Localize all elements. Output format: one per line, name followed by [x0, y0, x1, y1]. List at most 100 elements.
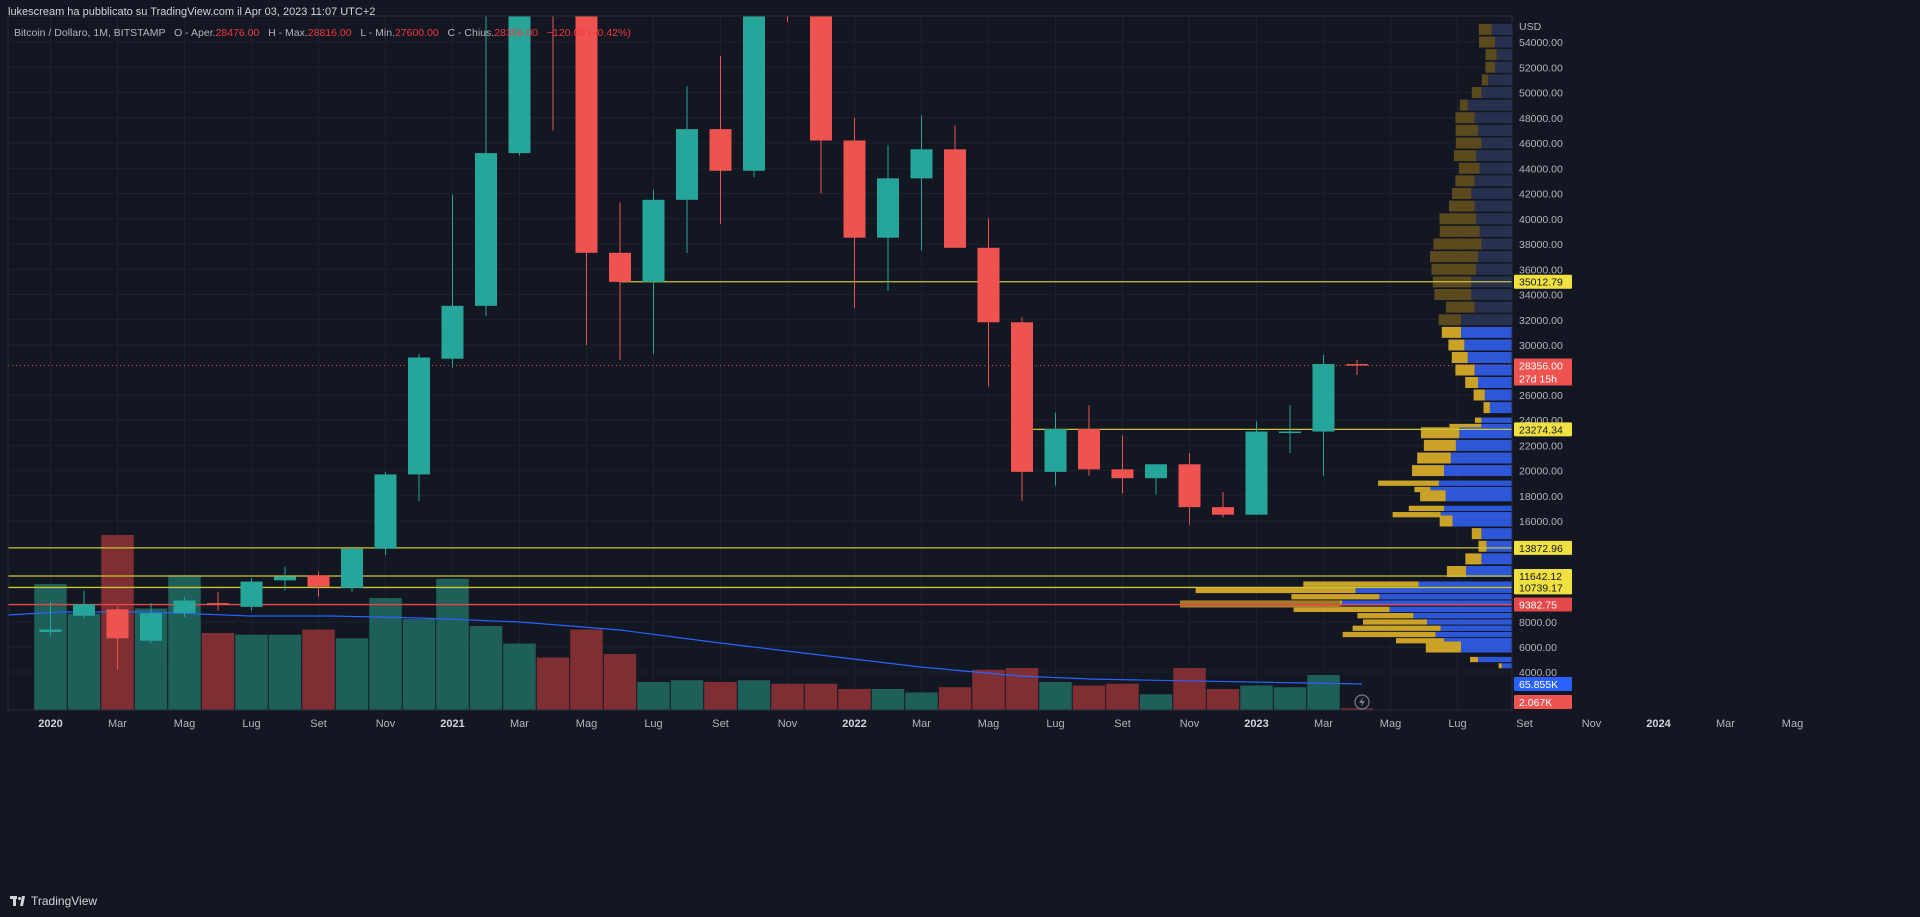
- candle: [1178, 452, 1201, 525]
- price-axis-tick: 6000.00: [1519, 642, 1557, 654]
- countdown-tag-bg: [1514, 371, 1572, 386]
- volume-profile-up: [1501, 663, 1512, 669]
- candle: [609, 202, 631, 360]
- volume-profile-down: [1451, 352, 1468, 363]
- time-axis-tick: Mar: [1716, 718, 1735, 730]
- volume-profile-down: [1434, 289, 1472, 300]
- volume-profile-down: [1441, 326, 1461, 338]
- time-axis-tick: Mag: [174, 718, 195, 730]
- candle-body: [1312, 364, 1335, 432]
- volume-profile-up: [1440, 625, 1512, 631]
- volume-profile-up: [1355, 587, 1512, 594]
- time-axis-tick: 2024: [1646, 718, 1671, 730]
- candle: [374, 471, 397, 556]
- volume-profile-up: [1455, 439, 1512, 451]
- volume-ma-line: [7, 611, 1363, 685]
- volume-bar: [905, 692, 938, 710]
- price-axis-currency: USD: [1519, 21, 1542, 33]
- candle-body: [307, 575, 330, 587]
- volume-profile-up: [1445, 490, 1512, 502]
- candle: [1078, 405, 1100, 476]
- last-price-tag: 28356.00: [1514, 358, 1572, 373]
- volume-profile-up: [1481, 553, 1512, 565]
- price-axis-tick: 34000.00: [1519, 290, 1563, 302]
- price-axis-tick: 50000.00: [1519, 88, 1563, 100]
- volume-profile-down: [1303, 581, 1419, 587]
- volume-tag: 2.067K: [1514, 695, 1572, 709]
- time-axis-tick: Nov: [1582, 718, 1602, 730]
- volume-bar: [704, 682, 737, 710]
- candle-body: [1111, 469, 1134, 479]
- candle-body: [777, 0, 799, 4]
- volume-profile-up: [1389, 606, 1512, 613]
- time-axis-tick: Nov: [1180, 718, 1200, 730]
- volume-tag-text: 2.067K: [1519, 697, 1552, 709]
- volume-profile-up: [1481, 87, 1512, 98]
- legend-symbol: Bitcoin / Dollaro, 1M, BITSTAMP: [14, 27, 166, 39]
- price-level-tag: 11642.12: [1514, 569, 1572, 584]
- volume-profile-down: [1483, 402, 1490, 414]
- price-level-tag: 23274.34: [1514, 422, 1572, 437]
- price-axis-tick: 30000.00: [1519, 340, 1563, 352]
- time-axis-tick: Nov: [778, 718, 798, 730]
- candle: [1212, 492, 1234, 518]
- volume-bar: [737, 680, 771, 710]
- lightning-icon: [1354, 694, 1370, 710]
- volume-profile-down: [1445, 301, 1475, 313]
- volume-bar: [168, 575, 201, 710]
- time-axis-tick: 2022: [842, 718, 866, 730]
- volume-profile-down: [1458, 162, 1480, 174]
- volume-bar: [268, 634, 302, 710]
- time-axis-tick: Mag: [1782, 718, 1803, 730]
- volume-profile-up: [1461, 314, 1512, 326]
- time-axis-tick: Mag: [978, 718, 999, 730]
- legend-close-label: C - Chius.: [447, 27, 495, 39]
- volume-profile-up: [1478, 377, 1512, 388]
- volume-profile-down: [1455, 112, 1475, 124]
- tradingview-brand[interactable]: TradingView: [10, 894, 97, 908]
- time-axis-tick: Lug: [1046, 718, 1064, 730]
- candle: [676, 86, 698, 253]
- volume-bar: [1139, 694, 1173, 710]
- volume-profile-up: [1496, 49, 1512, 61]
- volume-profile-down: [1475, 417, 1482, 423]
- volume-profile-down: [1448, 339, 1465, 351]
- volume-profile-up: [1430, 486, 1512, 493]
- candle: [709, 55, 732, 224]
- candle-body: [977, 247, 1000, 323]
- volume-profile-up: [1440, 512, 1512, 518]
- price-level-tag-bg: [1514, 580, 1572, 595]
- volume-profile-down: [1352, 625, 1441, 631]
- volume-ma-tag-bg: [1514, 677, 1572, 691]
- legend-low-label: L - Min.: [360, 27, 395, 39]
- candle: [274, 566, 296, 591]
- volume-profile-down: [1478, 540, 1487, 552]
- candle: [408, 353, 430, 501]
- legend-open-label: O - Aper.: [174, 27, 216, 39]
- candle: [140, 603, 162, 644]
- time-axis-panel: [0, 710, 1920, 889]
- candle-body: [1178, 464, 1201, 508]
- candle-body: [240, 581, 263, 607]
- candle-body: [274, 576, 296, 581]
- candle-body: [709, 129, 732, 171]
- volume-bar: [201, 633, 235, 710]
- volume-profile-up: [1491, 23, 1512, 35]
- candle: [1279, 405, 1301, 453]
- time-axis-tick: Mar: [1314, 718, 1333, 730]
- volume-profile-down: [1342, 631, 1436, 638]
- time-axis-tick: Lug: [242, 718, 260, 730]
- volume-profile-up: [1478, 656, 1512, 663]
- candle: [1111, 435, 1134, 494]
- volume-profile-up: [1467, 99, 1512, 111]
- volume-bar: [235, 634, 268, 710]
- volume-profile-up: [1481, 238, 1512, 250]
- price-level-tag-bg: [1514, 597, 1572, 612]
- candle-body: [1078, 429, 1100, 470]
- volume-profile-up: [1478, 251, 1512, 263]
- candle-body: [441, 305, 464, 359]
- volume-profile-down: [1439, 515, 1453, 527]
- countdown-tag: 27d 15h: [1514, 371, 1572, 386]
- candle-body: [1145, 464, 1167, 479]
